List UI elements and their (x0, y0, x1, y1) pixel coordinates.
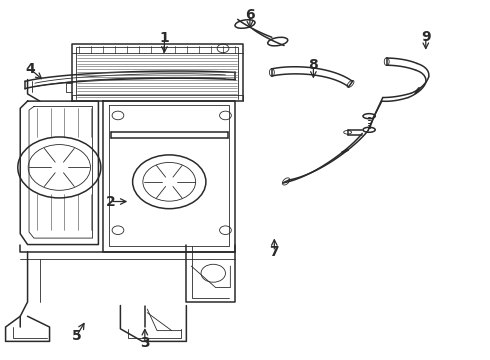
Text: 5: 5 (72, 329, 81, 343)
Text: 3: 3 (140, 336, 149, 350)
Text: 9: 9 (421, 30, 431, 44)
Text: 6: 6 (245, 8, 255, 22)
Text: 2: 2 (106, 194, 116, 208)
Text: 4: 4 (25, 62, 35, 76)
Text: 8: 8 (309, 58, 318, 72)
Text: 1: 1 (160, 31, 169, 45)
Text: 7: 7 (270, 245, 279, 259)
